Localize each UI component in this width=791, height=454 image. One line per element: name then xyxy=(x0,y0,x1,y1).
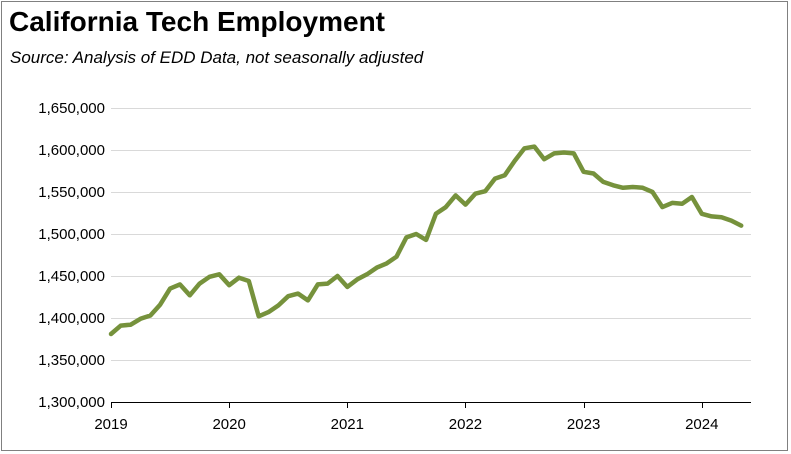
data-point xyxy=(591,171,595,175)
series-layer xyxy=(108,144,744,337)
data-point xyxy=(493,176,497,180)
data-point xyxy=(188,293,192,297)
data-point xyxy=(237,276,241,280)
data-point xyxy=(542,157,546,161)
data-point xyxy=(247,279,251,283)
data-point xyxy=(365,272,369,276)
y-tick-label: 1,650,000 xyxy=(38,100,105,117)
data-point xyxy=(601,180,605,184)
data-point xyxy=(729,218,733,222)
data-point xyxy=(463,202,467,206)
data-point xyxy=(641,186,645,190)
chart-title: California Tech Employment xyxy=(9,6,385,37)
data-point xyxy=(207,275,211,279)
data-point xyxy=(552,151,556,155)
data-point xyxy=(670,201,674,205)
x-tick-label: 2020 xyxy=(212,416,245,433)
data-point xyxy=(119,323,123,327)
gridlines xyxy=(111,108,751,361)
data-point xyxy=(286,294,290,298)
data-point xyxy=(296,291,300,295)
data-point xyxy=(168,286,172,290)
data-point xyxy=(335,274,339,278)
data-point xyxy=(217,272,221,276)
data-point xyxy=(345,285,349,289)
y-tick-label: 1,500,000 xyxy=(38,226,105,243)
data-point xyxy=(129,323,133,327)
data-point xyxy=(660,205,664,209)
x-tick-label: 2024 xyxy=(685,416,718,433)
data-point xyxy=(680,202,684,206)
data-point xyxy=(690,195,694,199)
data-point xyxy=(739,223,743,227)
data-point xyxy=(148,313,152,317)
data-point xyxy=(394,255,398,259)
data-point xyxy=(138,317,142,321)
tick-labels: 1,300,000 1,350,000 1,400,000 1,450,000 1,50… xyxy=(38,100,718,433)
data-point xyxy=(414,232,418,236)
y-tick-label: 1,600,000 xyxy=(38,142,105,159)
data-point xyxy=(522,146,526,150)
data-point xyxy=(306,298,310,302)
data-point xyxy=(434,212,438,216)
y-tick-label: 1,300,000 xyxy=(38,394,105,411)
data-point xyxy=(276,303,280,307)
x-tick-label: 2019 xyxy=(94,416,127,433)
data-point xyxy=(424,238,428,242)
x-tick-label: 2021 xyxy=(331,416,364,433)
y-tick-label: 1,400,000 xyxy=(38,310,105,327)
data-point xyxy=(355,277,359,281)
x-tick-label: 2022 xyxy=(449,416,482,433)
data-point xyxy=(404,235,408,239)
data-point xyxy=(709,214,713,218)
data-point xyxy=(316,282,320,286)
data-point xyxy=(700,212,704,216)
data-point xyxy=(266,310,270,314)
data-point xyxy=(158,302,162,306)
data-point xyxy=(325,281,329,285)
data-point xyxy=(631,185,635,189)
chart-subtitle: Source: Analysis of EDD Data, not season… xyxy=(10,48,424,67)
data-point xyxy=(719,215,723,219)
data-point xyxy=(483,189,487,193)
data-point xyxy=(257,314,261,318)
series-line xyxy=(108,144,744,337)
data-point xyxy=(227,283,231,287)
data-point xyxy=(581,170,585,174)
data-point xyxy=(473,192,477,196)
data-point xyxy=(178,282,182,286)
data-point xyxy=(650,190,654,194)
data-point xyxy=(572,151,576,155)
data-point xyxy=(611,183,615,187)
data-point xyxy=(503,173,507,177)
data-point xyxy=(197,281,201,285)
data-point xyxy=(513,159,517,163)
y-tick-label: 1,450,000 xyxy=(38,268,105,285)
data-point xyxy=(375,265,379,269)
x-tick-label: 2023 xyxy=(567,416,600,433)
y-tick-label: 1,350,000 xyxy=(38,352,105,369)
data-point xyxy=(562,150,566,154)
axes xyxy=(111,402,751,408)
data-point xyxy=(109,332,113,336)
data-point xyxy=(444,205,448,209)
data-point xyxy=(453,193,457,197)
data-point xyxy=(621,186,625,190)
data-point xyxy=(532,144,536,148)
data-point xyxy=(385,261,389,265)
y-tick-label: 1,550,000 xyxy=(38,184,105,201)
